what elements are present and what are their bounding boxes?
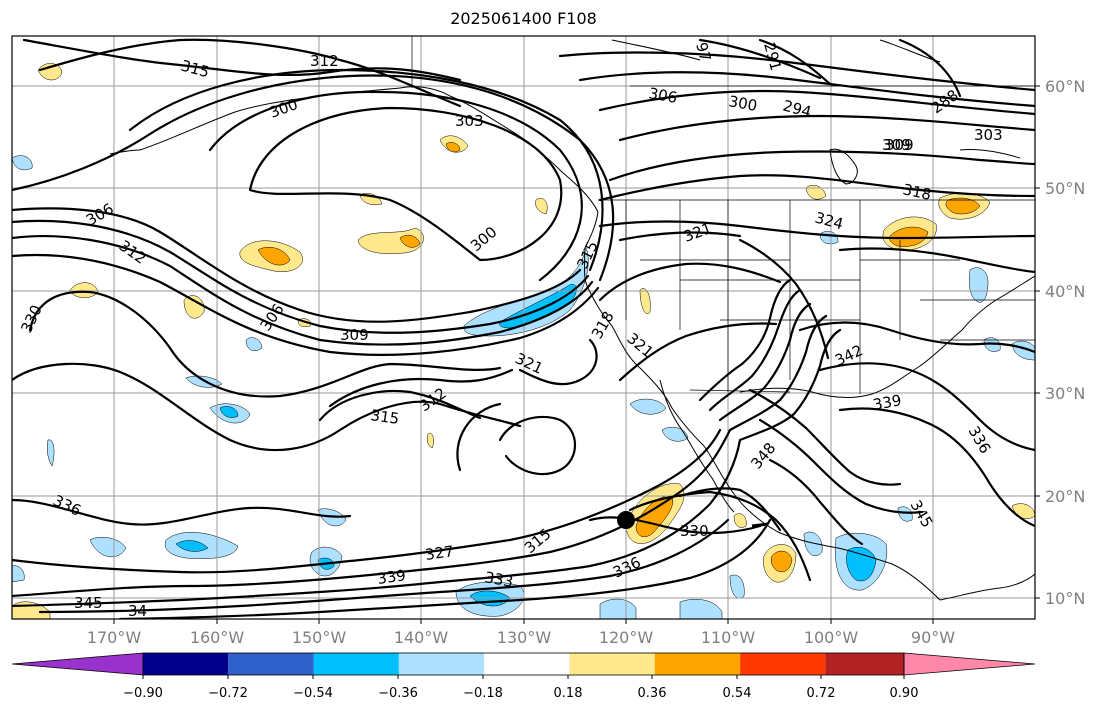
storm-center-marker [617, 511, 635, 529]
contour-label: 321 [681, 219, 714, 246]
contour-label: 97 [692, 40, 714, 63]
lon-label-100w: 100°W [804, 628, 859, 647]
colorbar-segment [143, 653, 229, 675]
contour-label: 300 [727, 92, 758, 115]
contour-label: 333 [483, 568, 514, 591]
contour-label: 303 [974, 126, 1003, 144]
lon-label-150w: 150°W [292, 628, 347, 647]
colorbar-segment [825, 653, 904, 675]
colorbar-tick-label: 0.54 [723, 686, 752, 701]
contour-label: 315 [369, 406, 400, 428]
colorbar-segment [569, 653, 655, 675]
colorbar-tick-label: −0.18 [463, 686, 503, 701]
colorbar-extend-right [903, 652, 1036, 676]
contour-label: 348 [747, 439, 779, 473]
colorbar-tick-label: −0.36 [378, 686, 418, 701]
contour-label: 324 [813, 208, 845, 233]
contour-label: 312 [116, 237, 150, 268]
lon-label-110w: 110°W [701, 628, 756, 647]
contour-lines [12, 38, 1035, 619]
colorbar: −0.90 −0.72 −0.54 −0.36 −0.18 0.18 0.36 … [11, 652, 1036, 701]
colorbar-segment [654, 653, 741, 675]
coastlines [109, 39, 1035, 601]
contour-label: 303 [455, 112, 484, 130]
contour-label: 339 [872, 391, 903, 414]
colorbar-ticks [142, 675, 905, 679]
contour-label: 300 [267, 95, 300, 122]
lat-label-30n: 30°N [1045, 384, 1085, 403]
longitude-axis: 170°W 160°W 150°W 140°W 130°W 120°W 110°… [87, 619, 955, 647]
colorbar-tick-label: −0.72 [208, 686, 248, 701]
contour-label: 339 [376, 566, 407, 588]
colorbar-tick-label: −0.54 [293, 686, 333, 701]
contour-label: 312 [310, 52, 339, 70]
colorbar-segment [740, 653, 826, 675]
map-title: 2025061400 F108 [450, 9, 597, 28]
contour-label: 327 [424, 542, 455, 564]
lon-label-90w: 90°W [911, 628, 955, 647]
contour-label: 34 [128, 602, 147, 620]
contour-label: 336 [610, 553, 644, 581]
colorbar-segment [398, 653, 485, 675]
lat-label-40n: 40°N [1045, 282, 1085, 301]
contour-label: 321 [623, 329, 657, 361]
lat-label-20n: 20°N [1045, 487, 1085, 506]
colorbar-segment [484, 653, 570, 675]
contour-label: 345 [74, 594, 103, 612]
contour-label: 306 [647, 84, 678, 107]
lon-label-160w: 160°W [190, 628, 245, 647]
contour-label: 315 [179, 56, 211, 81]
colorbar-tick-label: 0.36 [638, 686, 667, 701]
contour-label: 300 [467, 223, 501, 255]
lat-label-50n: 50°N [1045, 179, 1085, 198]
latitude-axis: 60°N 50°N 40°N 30°N 20°N 10°N [1035, 77, 1085, 608]
shaded-negative-areas [12, 155, 1035, 619]
contour-label: 309 [882, 136, 911, 154]
contour-label: 318 [901, 180, 933, 204]
colorbar-tick-label: 0.72 [807, 686, 836, 701]
lat-label-10n: 10°N [1045, 589, 1085, 608]
lon-label-170w: 170°W [87, 628, 142, 647]
lon-label-130w: 130°W [497, 628, 552, 647]
contour-label: 330 [680, 522, 709, 540]
colorbar-extend-left [11, 652, 144, 676]
contour-label: 318 [588, 308, 618, 342]
colorbar-segment [313, 653, 399, 675]
colorbar-tick-label: 0.90 [890, 686, 919, 701]
map-plot-area: 315 312 300 300 306 309 303 312 306 330 … [12, 36, 1035, 620]
colorbar-tick-label: 0.18 [554, 686, 583, 701]
colorbar-segment [228, 653, 314, 675]
contour-label: 309 [340, 326, 369, 344]
lon-label-140w: 140°W [394, 628, 449, 647]
state-country-borders [411, 36, 1035, 394]
short-contour-dash [751, 522, 769, 528]
colorbar-tick-label: −0.90 [123, 686, 163, 701]
lat-label-60n: 60°N [1045, 77, 1085, 96]
lon-label-120w: 120°W [599, 628, 654, 647]
contour-label: 291 [760, 40, 785, 72]
contour-label: 309 [885, 136, 914, 154]
